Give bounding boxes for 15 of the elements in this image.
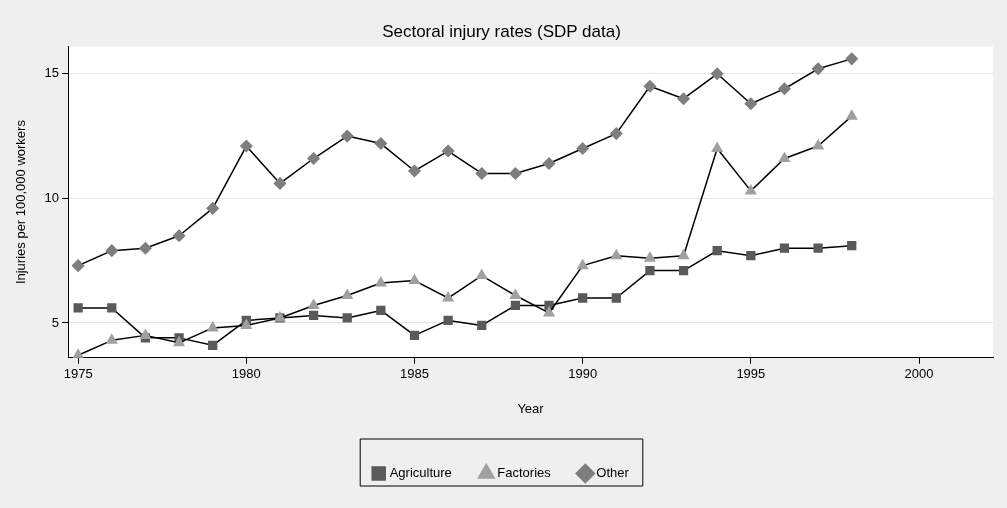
x-tick-label: 1995 [736, 366, 766, 382]
legend-label: Agriculture [389, 465, 452, 481]
x-tick-label: 1990 [568, 366, 598, 382]
legend-label: Other [596, 465, 630, 481]
chart-title: Sectoral injury rates (SDP data) [382, 21, 621, 41]
y-axis-title: Injuries per 100,000 workers [13, 119, 29, 285]
x-tick-label: 1980 [231, 366, 261, 382]
y-tick-label: 15 [44, 65, 60, 81]
y-tick-label: 5 [51, 314, 60, 330]
x-axis-title: Year [517, 400, 545, 416]
legend-label: Factories [497, 465, 552, 481]
x-tick-label: 1975 [63, 366, 93, 382]
x-tick-label: 2000 [904, 366, 934, 382]
x-tick-label: 1985 [400, 366, 429, 382]
y-tick-label: 10 [44, 189, 60, 205]
